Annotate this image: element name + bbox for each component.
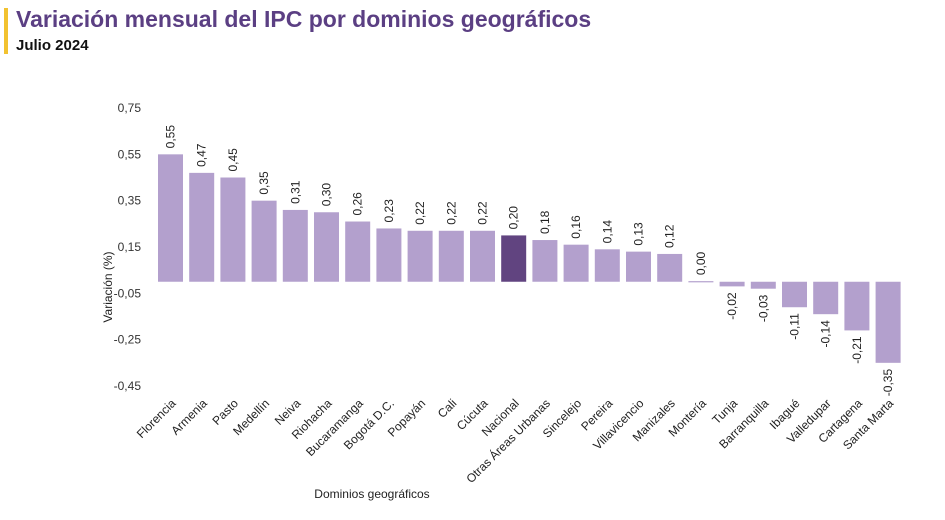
bar — [750, 281, 776, 289]
value-label: 0,47 — [195, 143, 209, 167]
y-tick-label: 0,15 — [118, 240, 142, 254]
y-tick-label: -0,25 — [114, 333, 142, 347]
bar — [470, 230, 495, 282]
y-axis-ticks: 0,75 0,55 0,35 0,15 -0,05 -0,25 -0,45 — [114, 101, 142, 393]
bar — [314, 212, 339, 282]
bars — [158, 154, 901, 363]
bar — [594, 249, 620, 282]
bar — [563, 244, 589, 282]
value-label: -0,03 — [756, 294, 770, 322]
bar — [407, 230, 433, 282]
page-title: Variación mensual del IPC por dominios g… — [16, 6, 592, 32]
y-tick-label: 0,55 — [118, 147, 142, 161]
y-tick-label: 0,35 — [118, 194, 142, 208]
value-label: 0,22 — [413, 201, 427, 225]
bar — [813, 281, 839, 315]
bar — [189, 172, 215, 282]
bar — [844, 281, 870, 331]
x-axis-title: Dominios geográficos — [314, 487, 429, 501]
bar — [220, 177, 246, 282]
value-label: -0,35 — [881, 369, 895, 397]
bar — [782, 281, 807, 308]
value-label: 0,30 — [320, 183, 334, 207]
category-label: Cali — [435, 396, 460, 421]
value-label: 0,12 — [663, 224, 677, 248]
value-label: 0,23 — [382, 199, 396, 223]
accent-bar — [4, 8, 8, 54]
value-label: -0,02 — [725, 292, 739, 320]
bar — [657, 253, 683, 282]
category-label: Florencia — [134, 396, 179, 441]
value-label: 0,13 — [632, 222, 646, 246]
y-tick-label: 0,75 — [118, 101, 142, 115]
value-label: 0,35 — [257, 171, 271, 195]
value-label: -0,11 — [788, 313, 802, 340]
value-label: 0,22 — [476, 201, 490, 225]
value-label: 0,18 — [538, 210, 552, 234]
bar — [438, 230, 464, 282]
bar — [719, 281, 745, 287]
value-label: 0,20 — [507, 206, 521, 230]
value-label: 0,31 — [288, 180, 302, 204]
bar — [532, 240, 558, 282]
value-label: 0,22 — [444, 201, 458, 225]
y-tick-label: -0,45 — [114, 379, 142, 393]
value-label: -0,21 — [850, 336, 864, 364]
bar — [501, 235, 527, 282]
bar — [626, 251, 651, 282]
value-label: 0,14 — [600, 220, 614, 244]
value-labels: 0,55 0,47 0,45 0,35 0,31 0,30 0,26 0,23 0,22 0,22… — [164, 125, 896, 397]
bar — [688, 281, 714, 283]
y-tick-label: -0,05 — [114, 286, 142, 300]
value-label: 0,26 — [351, 192, 365, 216]
bar — [875, 281, 901, 363]
bar — [158, 154, 183, 282]
value-label: 0,45 — [226, 148, 240, 172]
bar — [376, 228, 402, 282]
bar — [251, 200, 277, 282]
value-label: 0,00 — [694, 251, 708, 275]
y-axis-title: Variación (%) — [101, 251, 115, 322]
bar — [345, 221, 371, 282]
value-label: 0,55 — [164, 125, 178, 149]
value-label: -0,14 — [819, 320, 833, 348]
value-label: 0,16 — [569, 215, 583, 239]
bar — [282, 209, 308, 282]
page-subtitle: Julio 2024 — [16, 37, 89, 54]
